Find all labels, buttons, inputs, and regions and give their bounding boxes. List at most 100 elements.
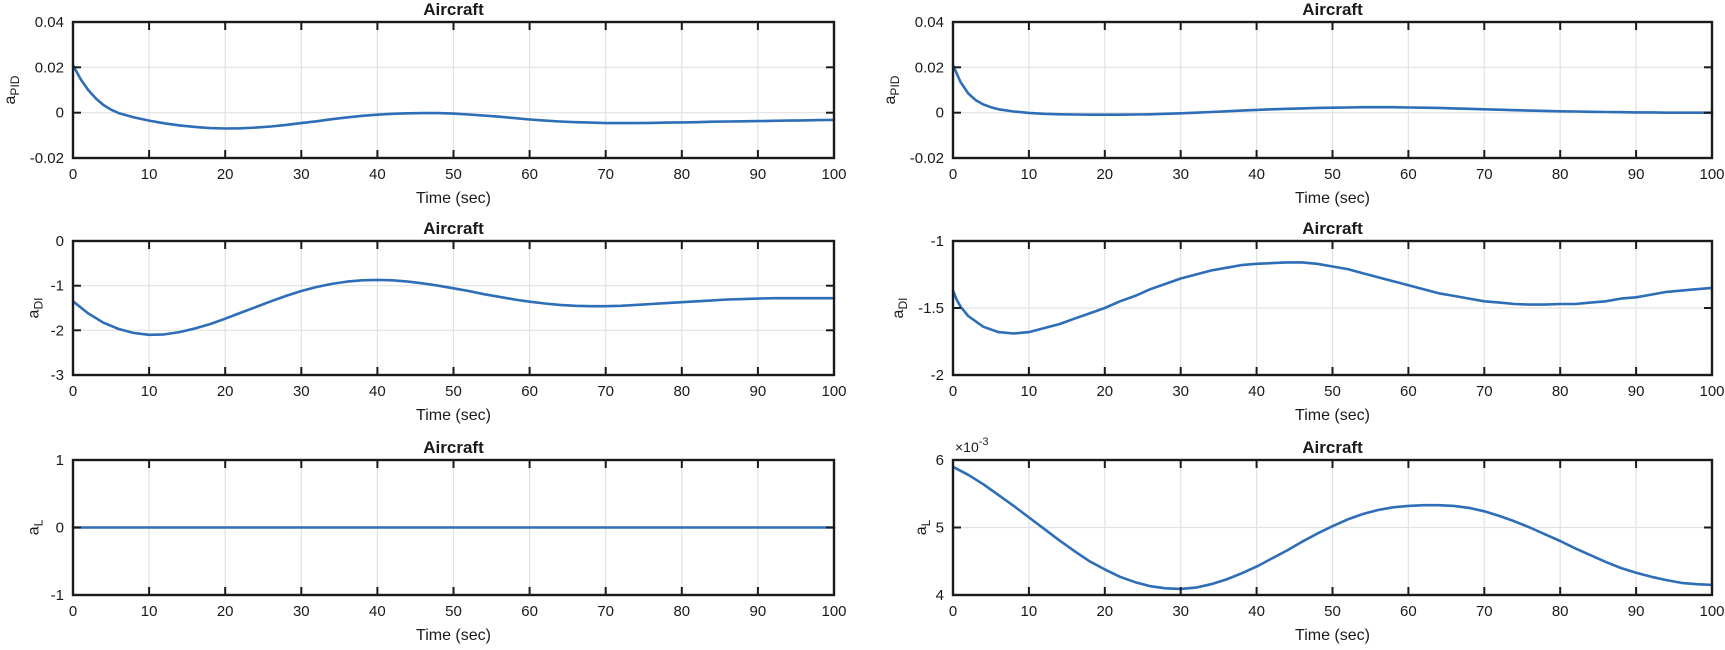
subplot-adi-right: 0 10 20 30 40 50 60 70 80 90 100 -2 -1.5 -1 Aircraft Ti… — [890, 219, 1725, 424]
x-tick-label: 90 — [750, 166, 767, 183]
data-line-al-right — [951, 465, 1714, 591]
y-tick-label: 5 — [936, 520, 944, 537]
plot-title: Aircraft — [1302, 438, 1363, 457]
x-tick-label: 90 — [750, 603, 767, 620]
x-tick-label: 20 — [1096, 603, 1113, 620]
data-line-apid-right — [951, 63, 1714, 116]
x-tick-label: 0 — [69, 383, 77, 400]
x-tick-label: 20 — [217, 166, 234, 183]
x-axis-label: Time (sec) — [1295, 627, 1370, 644]
x-tick-label: 100 — [1699, 603, 1724, 620]
x-tick-label: 80 — [673, 166, 690, 183]
plot-title: Aircraft — [423, 438, 484, 457]
y-axis-label: aPID — [2, 75, 22, 104]
y-tick-label: -1 — [931, 233, 944, 250]
x-tick-label: 20 — [1096, 166, 1113, 183]
x-axis-label: Time (sec) — [416, 407, 491, 424]
x-tick-label: 90 — [750, 383, 767, 400]
x-axis-label: Time (sec) — [416, 190, 491, 207]
y-tick-label: -1 — [51, 587, 64, 604]
plot-title: Aircraft — [423, 219, 484, 238]
x-tick-label: 70 — [597, 383, 614, 400]
x-tick-label: 40 — [369, 383, 386, 400]
y-tick-label: 0.02 — [35, 59, 64, 76]
y-axis-label: aPID — [882, 75, 902, 104]
y-axis-label: aDI — [25, 298, 45, 319]
plot-title: Aircraft — [1302, 0, 1363, 19]
x-tick-label: 80 — [673, 383, 690, 400]
y-tick-label: 1 — [56, 452, 64, 469]
plot-title: Aircraft — [1302, 219, 1363, 238]
x-tick-label: 20 — [217, 603, 234, 620]
x-tick-label: 60 — [521, 166, 538, 183]
y-tick-label: -3 — [51, 367, 64, 384]
data-line-apid-left — [71, 63, 836, 130]
x-tick-label: 80 — [1552, 603, 1569, 620]
x-tick-label: 100 — [821, 603, 846, 620]
x-tick-label: 10 — [141, 603, 158, 620]
x-tick-label: 70 — [1476, 383, 1493, 400]
x-tick-label: 90 — [1628, 166, 1645, 183]
x-tick-label: 70 — [1476, 166, 1493, 183]
x-tick-label: 40 — [369, 166, 386, 183]
x-tick-label: 0 — [949, 383, 957, 400]
x-tick-label: 10 — [141, 383, 158, 400]
x-tick-label: 70 — [597, 166, 614, 183]
x-tick-label: 40 — [369, 603, 386, 620]
x-tick-label: 60 — [1400, 383, 1417, 400]
x-tick-label: 0 — [69, 603, 77, 620]
y-tick-label: -0.02 — [30, 150, 64, 167]
x-tick-label: 90 — [1628, 603, 1645, 620]
data-line-adi-left — [71, 278, 836, 337]
x-tick-label: 50 — [445, 383, 462, 400]
y-tick-label: 0 — [936, 105, 944, 122]
x-tick-label: 10 — [141, 166, 158, 183]
subplot-al-right: 0 10 20 30 40 50 60 70 80 90 100 4 5 6 Aircraft Time (s… — [913, 436, 1724, 644]
x-tick-label: 10 — [1021, 166, 1038, 183]
x-tick-label: 0 — [949, 603, 957, 620]
x-tick-label: 100 — [1699, 383, 1724, 400]
x-tick-label: 50 — [445, 166, 462, 183]
x-tick-label: 50 — [1324, 166, 1341, 183]
x-tick-label: 10 — [1021, 603, 1038, 620]
x-tick-label: 100 — [821, 383, 846, 400]
x-tick-label: 90 — [1628, 383, 1645, 400]
subplot-al-left: 0 10 20 30 40 50 60 70 80 90 100 -1 0 1 Aircraft Time (… — [25, 438, 846, 644]
x-tick-label: 20 — [1096, 383, 1113, 400]
y-tick-label: 0 — [56, 105, 64, 122]
x-tick-label: 40 — [1248, 166, 1265, 183]
data-line-adi-right — [951, 261, 1714, 335]
y-tick-label: 6 — [936, 452, 944, 469]
x-tick-label: 50 — [445, 603, 462, 620]
x-tick-label: 0 — [949, 166, 957, 183]
subplot-apid-left: 0 10 20 30 40 50 60 70 80 90 100 -0.02 0 0.02 0.04 Airc… — [2, 0, 847, 207]
x-tick-label: 70 — [1476, 603, 1493, 620]
y-tick-label: -2 — [51, 322, 64, 339]
x-tick-label: 50 — [1324, 603, 1341, 620]
x-axis-label: Time (sec) — [1295, 407, 1370, 424]
y-tick-label: -0.02 — [910, 150, 944, 167]
y-tick-label: -1 — [51, 278, 64, 295]
x-tick-label: 30 — [1172, 603, 1189, 620]
x-tick-label: 40 — [1248, 383, 1265, 400]
y-axis-label: aL — [25, 519, 45, 535]
y-tick-label: 0.02 — [915, 59, 944, 76]
y-tick-label: 0.04 — [915, 14, 944, 31]
x-tick-label: 30 — [293, 166, 310, 183]
y-tick-label: 0 — [56, 520, 64, 537]
y-tick-label: 4 — [936, 587, 944, 604]
x-tick-label: 60 — [521, 603, 538, 620]
y-tick-label: 0.04 — [35, 14, 64, 31]
x-tick-label: 100 — [1699, 166, 1724, 183]
x-tick-label: 10 — [1021, 383, 1038, 400]
x-tick-label: 70 — [597, 603, 614, 620]
y-axis-label: aL — [913, 519, 933, 535]
y-tick-label: 0 — [56, 233, 64, 250]
x-tick-label: 20 — [217, 383, 234, 400]
x-tick-label: 60 — [1400, 603, 1417, 620]
plot-title: Aircraft — [423, 0, 484, 19]
x-tick-label: 30 — [1172, 166, 1189, 183]
subplot-apid-right: 0 10 20 30 40 50 60 70 80 90 100 -0.02 0 0.02 0.04 Airc… — [882, 0, 1725, 207]
